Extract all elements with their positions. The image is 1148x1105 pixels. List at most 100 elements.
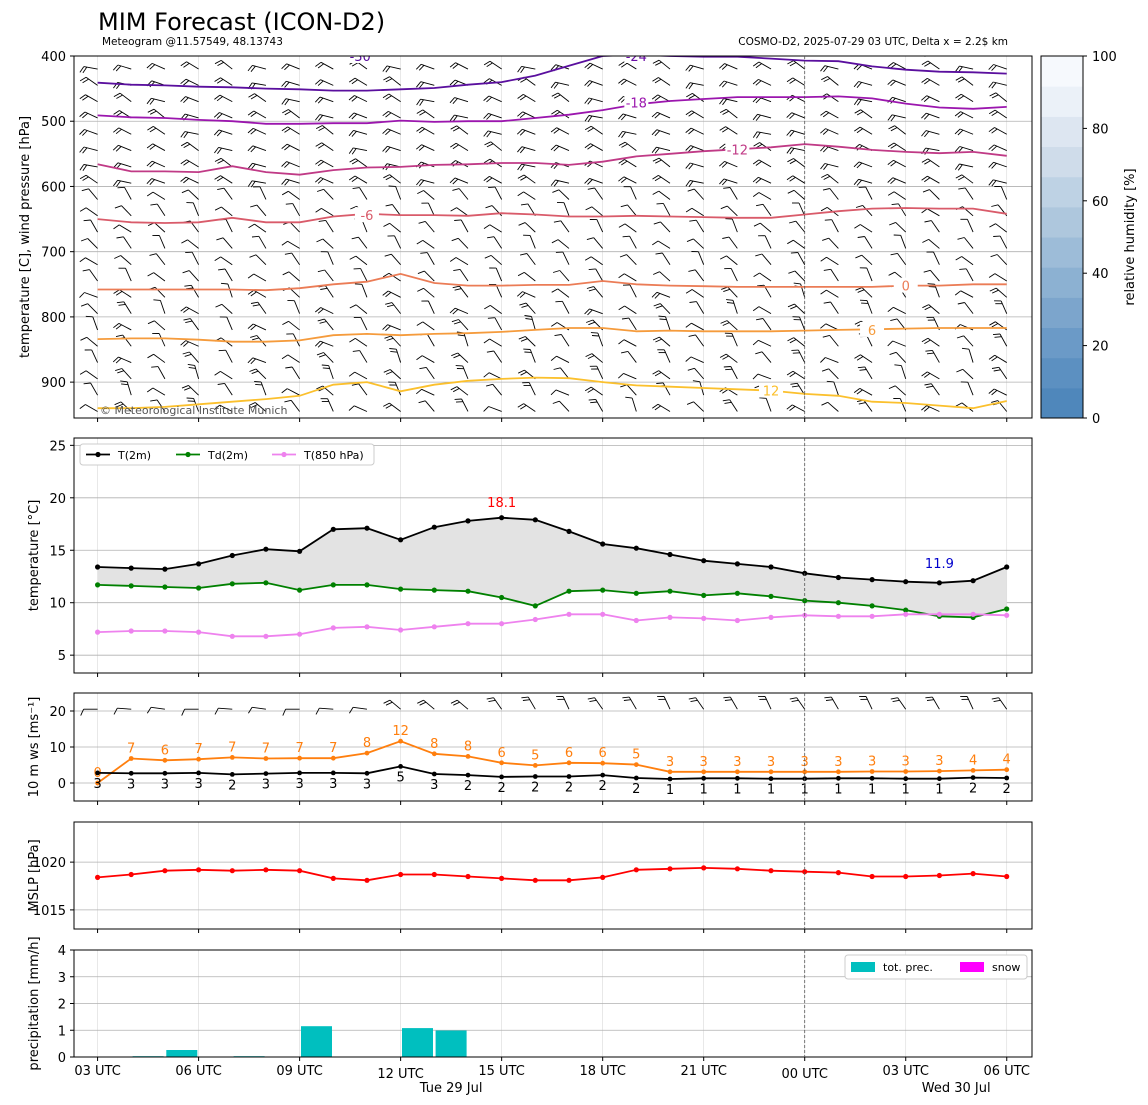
wind-barb-flag [284, 81, 290, 88]
wind-barb [151, 62, 166, 70]
wind-barb [726, 205, 738, 217]
data-point [903, 769, 909, 774]
wind-barb-flag [853, 98, 859, 105]
wind-barb-flag [752, 339, 759, 346]
data-point [364, 750, 370, 756]
wind-barb-flag [725, 368, 733, 371]
wind-barb-flag [551, 239, 559, 244]
wind-barb-flag [655, 338, 662, 343]
wind-barb-flag [991, 204, 999, 207]
wind-barb-flag [284, 252, 292, 255]
wind-barb [795, 220, 806, 233]
data-point [431, 751, 437, 757]
data-point [970, 768, 976, 773]
wind-barb-flag [79, 257, 86, 263]
wind-barb [325, 285, 334, 298]
wind-barb-flag [921, 60, 929, 65]
data-point [600, 541, 606, 547]
wind-barb-flag [183, 307, 190, 313]
wind-barb-flag [550, 81, 556, 89]
colorbar-segment [1041, 327, 1083, 359]
wind-barb [696, 301, 705, 314]
wind-barb [865, 186, 873, 200]
wind-barb-flag [688, 697, 696, 700]
wind-barb-flag [719, 353, 727, 358]
wind-barb-flag [887, 114, 893, 121]
wind-barb [354, 371, 368, 380]
wind-barb-flag [921, 130, 927, 137]
wind-barb [119, 92, 132, 103]
x-tick-label: 06 UTC [175, 1064, 221, 1079]
wind-barb-flag [926, 699, 934, 701]
wind-barb [185, 96, 199, 103]
data-label: 1 [935, 783, 943, 798]
data-point [330, 770, 336, 776]
wind-barb-flag [420, 252, 428, 254]
wind-barb [159, 300, 166, 314]
wind-barb-flag [214, 404, 221, 410]
wind-barb-flag [385, 66, 391, 73]
wind-barb-flag [315, 142, 322, 147]
data-point [903, 579, 909, 585]
wind-barb [359, 187, 368, 200]
wind-barb [290, 400, 300, 412]
wind-barb-flag [789, 339, 797, 344]
wind-barb-flag [585, 206, 593, 211]
wind-barb-flag [385, 371, 393, 375]
wind-barb [624, 141, 637, 151]
wind-barb-flag [722, 355, 729, 360]
wind-barb [964, 302, 974, 314]
wind-barb-flag [517, 94, 524, 99]
wind-barb [152, 143, 166, 151]
data-label: 1 [767, 783, 775, 798]
wind-barb-flag [418, 180, 425, 187]
data-point [162, 770, 168, 776]
wind-barb-flag [521, 304, 529, 308]
wind-barb [459, 285, 469, 298]
wind-barb [926, 50, 940, 52]
wind-barb-flag [586, 237, 594, 241]
wind-barb [858, 161, 873, 168]
wind-barb-flag [146, 98, 152, 105]
wind-barb [555, 144, 570, 151]
wind-barb-flag [214, 256, 221, 261]
wind-barb [118, 127, 132, 135]
wind-barb [490, 255, 502, 266]
wind-barb [900, 235, 907, 249]
data-point [297, 868, 303, 874]
colorbar-segment [1041, 387, 1083, 419]
data-point [330, 582, 336, 588]
wind-barb-flag [284, 48, 290, 52]
wind-barb-flag [250, 204, 258, 208]
wind-barb [92, 316, 98, 331]
wind-barb-flag [484, 254, 492, 259]
wind-barb-flag [453, 321, 461, 325]
wind-barb [858, 98, 873, 103]
wind-barb-flag [688, 129, 695, 135]
wind-barb-flag [692, 380, 700, 383]
data-point [162, 566, 168, 572]
wind-barb [929, 189, 940, 200]
wind-barb [561, 334, 570, 347]
wind-barb-flag [517, 369, 525, 374]
wind-barb-flag [718, 161, 725, 167]
wind-barb [931, 383, 940, 396]
data-point [600, 772, 606, 778]
wind-barb-flag [652, 190, 660, 195]
wind-barb-flag [117, 370, 125, 374]
wind-barb [866, 267, 873, 282]
wind-barb-flag [720, 320, 728, 324]
wind-barb-flag [182, 351, 190, 355]
wind-barb [662, 252, 671, 265]
wind-barb-flag [281, 388, 288, 394]
wind-barb-flag [247, 163, 253, 169]
wind-barb [824, 145, 839, 152]
wind-barb [624, 223, 637, 233]
data-point [633, 545, 639, 551]
wind-barb [495, 267, 503, 282]
wind-barb-flag [315, 125, 323, 130]
data-point [903, 776, 909, 782]
wind-barb-flag [618, 223, 626, 228]
